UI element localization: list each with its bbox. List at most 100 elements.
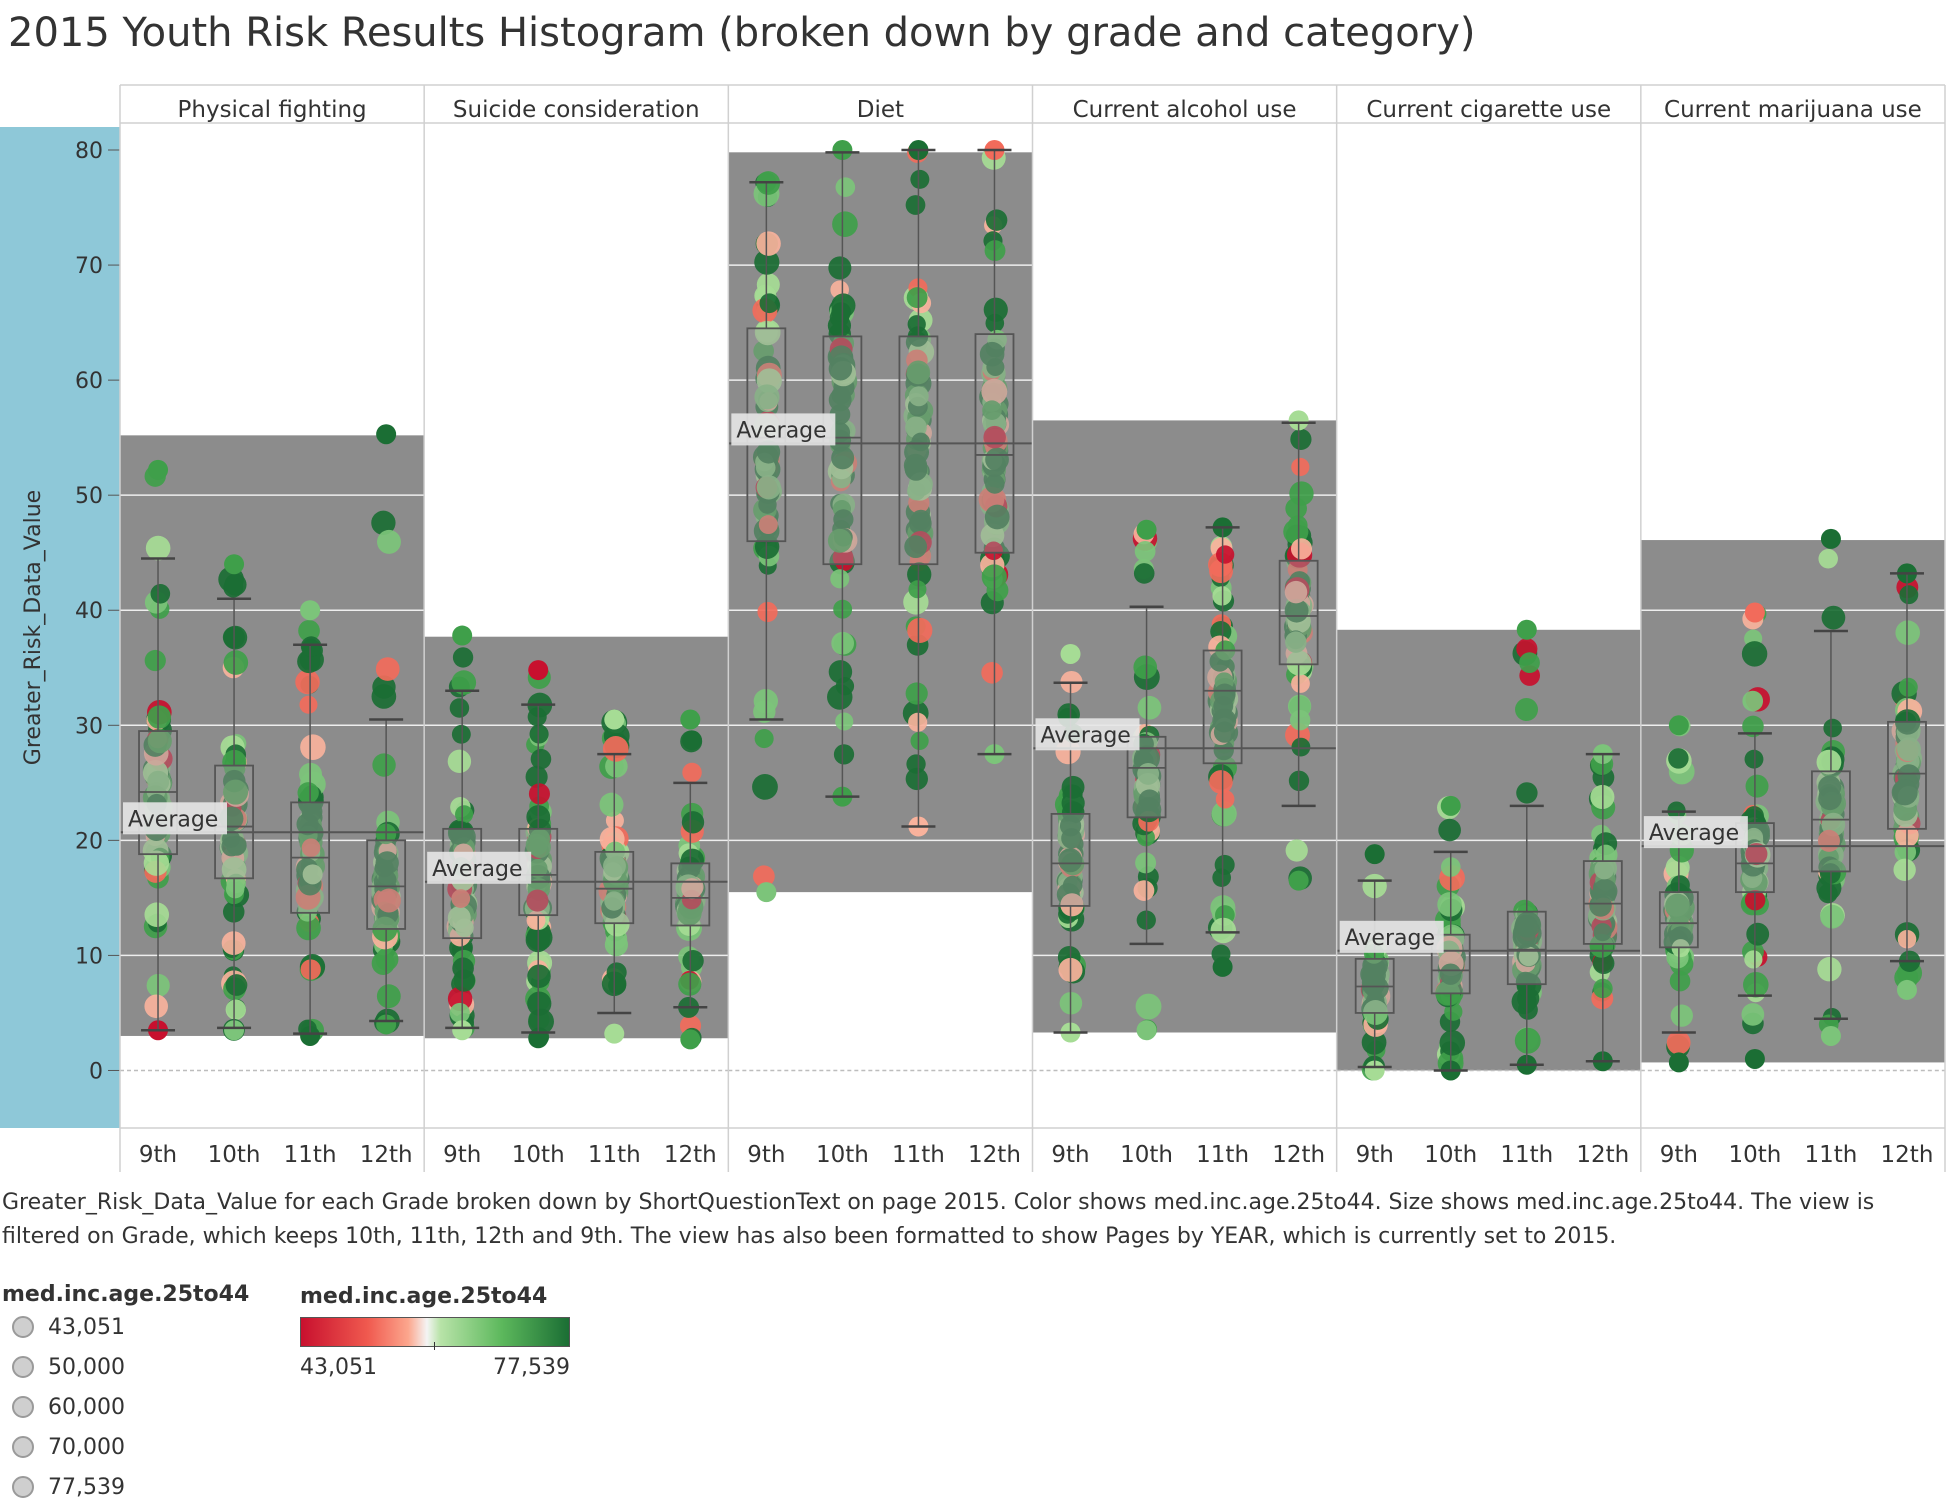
data-point xyxy=(528,783,550,805)
data-point xyxy=(604,709,625,730)
size-legend-item: 50,000 xyxy=(2,1347,249,1387)
size-dot-icon xyxy=(12,1356,34,1378)
panel-diet: Diet 9th 10th 11th 12th Average xyxy=(727,85,1033,1172)
average-label-bg xyxy=(731,413,836,446)
color-legend-title: med.inc.age.25to44 xyxy=(300,1284,548,1309)
panel-header: Diet xyxy=(857,97,904,123)
data-point xyxy=(145,535,171,561)
grade-label: 10th xyxy=(816,1142,869,1168)
box xyxy=(670,862,711,927)
data-point xyxy=(1291,457,1310,477)
color-ramp xyxy=(300,1317,570,1350)
y-tick-label: 80 xyxy=(75,139,103,164)
data-point xyxy=(452,1020,473,1041)
data-point xyxy=(1061,791,1085,815)
data-point xyxy=(1291,674,1310,693)
y-tick-label: 20 xyxy=(75,829,103,854)
data-point xyxy=(376,984,401,1009)
data-point xyxy=(833,744,855,765)
data-point xyxy=(1209,770,1233,794)
data-point xyxy=(1135,993,1162,1020)
size-dot-icon xyxy=(12,1476,34,1498)
data-point xyxy=(979,341,1005,367)
size-legend-title: med.inc.age.25to44 xyxy=(2,1282,250,1307)
data-point xyxy=(1897,737,1921,762)
panel-header: Current alcohol use xyxy=(1073,97,1297,123)
data-point xyxy=(1060,643,1081,664)
chart-title: 2015 Youth Risk Results Histogram (broke… xyxy=(8,10,1476,56)
box xyxy=(366,839,407,930)
data-point xyxy=(754,729,774,749)
size-legend-label: 50,000 xyxy=(48,1354,125,1380)
data-point xyxy=(1745,842,1768,866)
data-point xyxy=(451,670,477,695)
data-point xyxy=(1214,854,1235,875)
panel-header: Current cigarette use xyxy=(1366,97,1611,123)
data-point xyxy=(226,835,247,856)
data-point xyxy=(680,1029,701,1050)
grade-label: 10th xyxy=(1120,1142,1173,1168)
data-point xyxy=(1515,971,1536,992)
size-legend-item: 70,000 xyxy=(2,1427,249,1467)
data-point xyxy=(980,523,1005,548)
data-point xyxy=(525,765,548,788)
data-point xyxy=(756,440,781,464)
data-point xyxy=(1745,774,1769,798)
data-point xyxy=(1439,963,1462,985)
data-point xyxy=(1364,1060,1385,1081)
data-point xyxy=(1519,652,1540,674)
data-point xyxy=(606,962,627,983)
data-point xyxy=(759,293,780,314)
chart-caption: Greater_Risk_Data_Value for each Grade b… xyxy=(2,1190,1875,1249)
data-point xyxy=(1893,858,1916,881)
grade-label: 10th xyxy=(1728,1142,1781,1168)
grade-label: 10th xyxy=(512,1142,565,1168)
data-point xyxy=(1666,1030,1691,1055)
data-point xyxy=(528,660,549,681)
data-point xyxy=(1589,894,1612,917)
data-point xyxy=(1592,952,1615,975)
grade-label: 12th xyxy=(664,1142,717,1168)
size-legend-label: 43,051 xyxy=(48,1314,125,1340)
data-point xyxy=(378,870,397,889)
data-point xyxy=(1438,818,1461,842)
data-point xyxy=(1668,1052,1689,1073)
data-point xyxy=(375,947,399,971)
data-point xyxy=(599,792,624,817)
box xyxy=(1582,860,1623,945)
data-point xyxy=(376,1014,397,1035)
panel-physical-fighting: Physical fighting 9th 10th 11th 12th Average xyxy=(119,85,425,1172)
data-point xyxy=(830,569,850,589)
data-point xyxy=(150,583,171,604)
size-legend-item: 77,539 xyxy=(2,1467,249,1507)
data-point xyxy=(1364,844,1385,865)
data-point xyxy=(299,695,318,714)
average-label: Average xyxy=(1041,723,1131,748)
data-point xyxy=(143,850,170,876)
data-point xyxy=(1891,779,1918,806)
data-point xyxy=(1285,497,1307,520)
data-point xyxy=(225,974,248,996)
data-point xyxy=(604,891,624,911)
box xyxy=(898,335,939,566)
data-point xyxy=(754,384,780,410)
data-point xyxy=(1741,641,1768,667)
data-point xyxy=(604,1023,625,1044)
grade-label: 10th xyxy=(1424,1142,1477,1168)
grade-label: 9th xyxy=(1051,1142,1089,1168)
data-point xyxy=(758,515,778,535)
y-tick-label: 50 xyxy=(75,484,103,509)
average-label: Average xyxy=(1649,821,1739,846)
data-point xyxy=(752,773,778,800)
data-point xyxy=(680,709,701,730)
data-point xyxy=(302,864,323,885)
data-point xyxy=(682,950,704,972)
data-point xyxy=(372,675,396,699)
box xyxy=(1658,891,1699,949)
y-tick-label: 10 xyxy=(75,944,103,969)
data-point xyxy=(1135,852,1157,874)
data-point xyxy=(1439,1030,1466,1056)
data-point xyxy=(1744,950,1763,969)
grade-label: 12th xyxy=(968,1142,1021,1168)
